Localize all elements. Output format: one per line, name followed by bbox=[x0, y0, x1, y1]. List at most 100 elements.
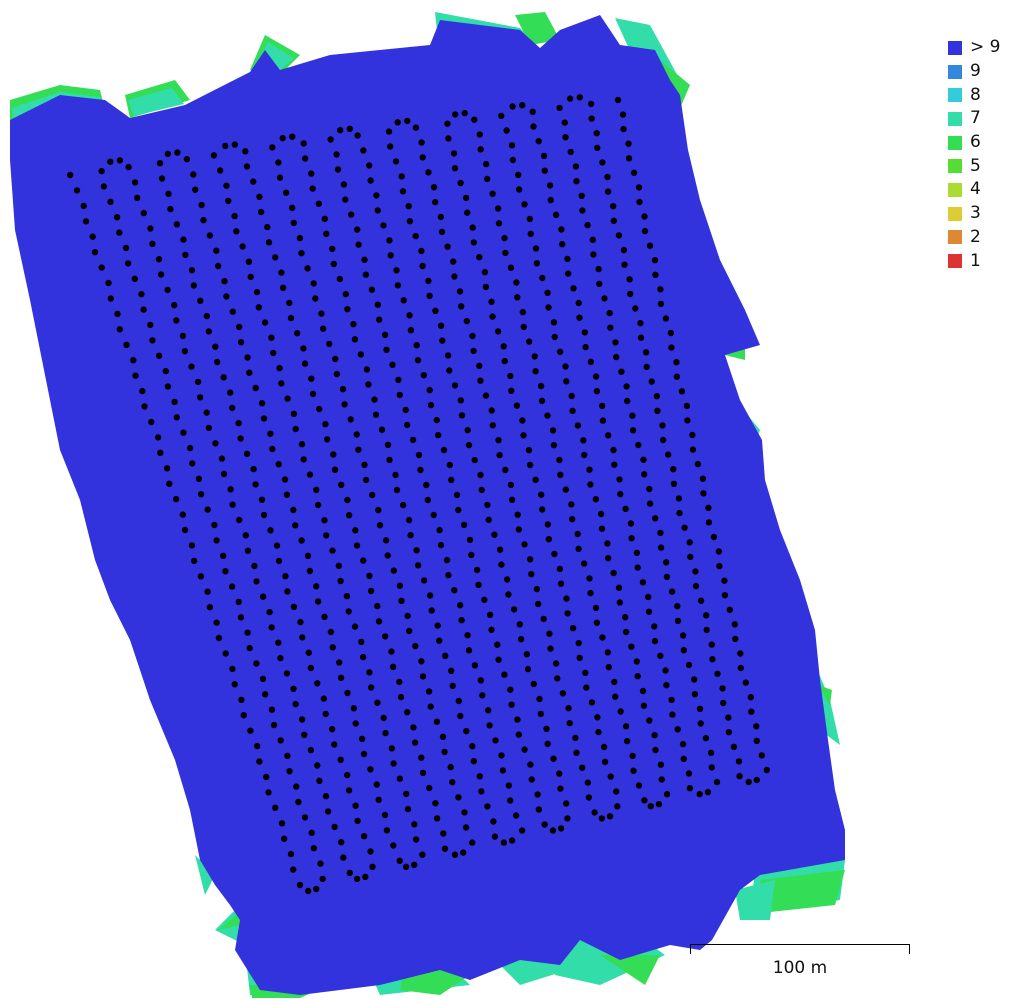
camera-dot bbox=[469, 224, 476, 231]
camera-dot bbox=[488, 298, 495, 305]
camera-dot bbox=[359, 653, 367, 661]
camera-dot bbox=[305, 887, 312, 895]
camera-dot bbox=[519, 308, 526, 316]
camera-dot bbox=[436, 637, 443, 644]
camera-dot bbox=[360, 147, 367, 154]
camera-dot bbox=[550, 442, 558, 449]
camera-dot bbox=[362, 271, 370, 278]
camera-dot bbox=[385, 128, 393, 135]
camera-dot bbox=[267, 430, 274, 437]
camera-dot bbox=[643, 363, 650, 371]
camera-dot bbox=[329, 726, 336, 733]
camera-dot bbox=[308, 829, 315, 836]
camera-dot bbox=[476, 773, 483, 780]
camera-dot bbox=[229, 308, 236, 315]
camera-dot bbox=[149, 240, 156, 247]
camera-dot bbox=[457, 602, 464, 609]
camera-dot bbox=[646, 242, 654, 249]
camera-dot bbox=[652, 271, 659, 278]
camera-dot bbox=[237, 614, 245, 621]
camera-dot bbox=[597, 510, 605, 518]
camera-dot bbox=[657, 652, 664, 659]
camera-dot bbox=[435, 431, 442, 439]
camera-dot bbox=[266, 608, 273, 616]
camera-dot bbox=[470, 347, 477, 355]
camera-dot bbox=[436, 526, 443, 534]
camera-dot bbox=[396, 391, 403, 399]
camera-dot bbox=[276, 174, 284, 181]
camera-dot bbox=[494, 641, 501, 648]
camera-dot bbox=[501, 357, 508, 365]
camera-dot bbox=[366, 572, 373, 579]
camera-dot bbox=[361, 256, 368, 263]
camera-dot bbox=[181, 348, 189, 355]
camera-dot bbox=[509, 103, 516, 110]
camera-dot bbox=[505, 591, 512, 598]
camera-dot bbox=[334, 166, 342, 173]
camera-dot bbox=[206, 604, 214, 611]
camera-dot bbox=[563, 800, 570, 807]
camera-dot bbox=[520, 323, 527, 331]
camera-dot bbox=[526, 556, 534, 563]
camera-dot bbox=[259, 675, 267, 683]
camera-dot bbox=[669, 711, 676, 718]
camera-dot bbox=[686, 785, 693, 792]
camera-dot bbox=[358, 638, 365, 646]
legend-swatch bbox=[948, 40, 962, 55]
camera-dot bbox=[415, 451, 423, 459]
coverage-area bbox=[10, 15, 845, 995]
camera-dot bbox=[140, 306, 147, 313]
legend-swatch bbox=[948, 254, 962, 269]
camera-dot bbox=[381, 331, 389, 338]
camera-dot bbox=[737, 650, 744, 657]
camera-dot bbox=[579, 207, 586, 214]
camera-dot bbox=[527, 230, 534, 237]
camera-dot bbox=[708, 764, 715, 771]
camera-dot bbox=[622, 628, 630, 636]
camera-dot bbox=[494, 205, 502, 212]
camera-dot bbox=[580, 437, 587, 444]
camera-dot bbox=[705, 519, 713, 526]
camera-dot bbox=[310, 280, 317, 287]
camera-dot bbox=[433, 416, 440, 424]
camera-dot bbox=[352, 802, 359, 809]
camera-dot bbox=[281, 476, 289, 483]
camera-dot bbox=[279, 284, 287, 291]
camera-dot bbox=[333, 151, 340, 158]
camera-dot bbox=[600, 743, 608, 751]
camera-dot bbox=[521, 201, 528, 208]
camera-dot bbox=[304, 265, 311, 272]
camera-dot bbox=[606, 813, 614, 820]
camera-dot bbox=[287, 314, 295, 322]
camera-dot bbox=[735, 758, 743, 765]
camera-dot bbox=[692, 582, 700, 590]
camera-dot bbox=[345, 512, 353, 519]
camera-dot bbox=[549, 427, 557, 434]
camera-dot bbox=[572, 734, 579, 742]
legend-label: 5 bbox=[970, 155, 981, 176]
camera-dot bbox=[338, 839, 345, 846]
camera-dot bbox=[604, 173, 611, 181]
camera-dot bbox=[651, 637, 659, 645]
camera-dot bbox=[442, 652, 449, 659]
camera-dot bbox=[384, 552, 391, 559]
camera-dot bbox=[405, 516, 413, 524]
camera-dot bbox=[697, 720, 704, 727]
camera-dot bbox=[275, 461, 282, 468]
camera-dot bbox=[279, 134, 286, 142]
camera-dot bbox=[243, 163, 251, 170]
camera-dot bbox=[596, 280, 603, 287]
camera-dot bbox=[582, 343, 589, 351]
camera-dot bbox=[458, 303, 465, 310]
camera-dot bbox=[471, 662, 479, 669]
camera-dot bbox=[418, 658, 425, 665]
camera-dot bbox=[645, 608, 653, 615]
camera-dot bbox=[508, 142, 516, 149]
camera-dot bbox=[346, 869, 353, 877]
camera-dot bbox=[469, 839, 476, 846]
camera-dot bbox=[496, 546, 504, 553]
camera-dot bbox=[329, 547, 336, 554]
camera-dot bbox=[488, 626, 495, 633]
camera-dot bbox=[188, 267, 196, 274]
camera-dot bbox=[301, 360, 309, 367]
